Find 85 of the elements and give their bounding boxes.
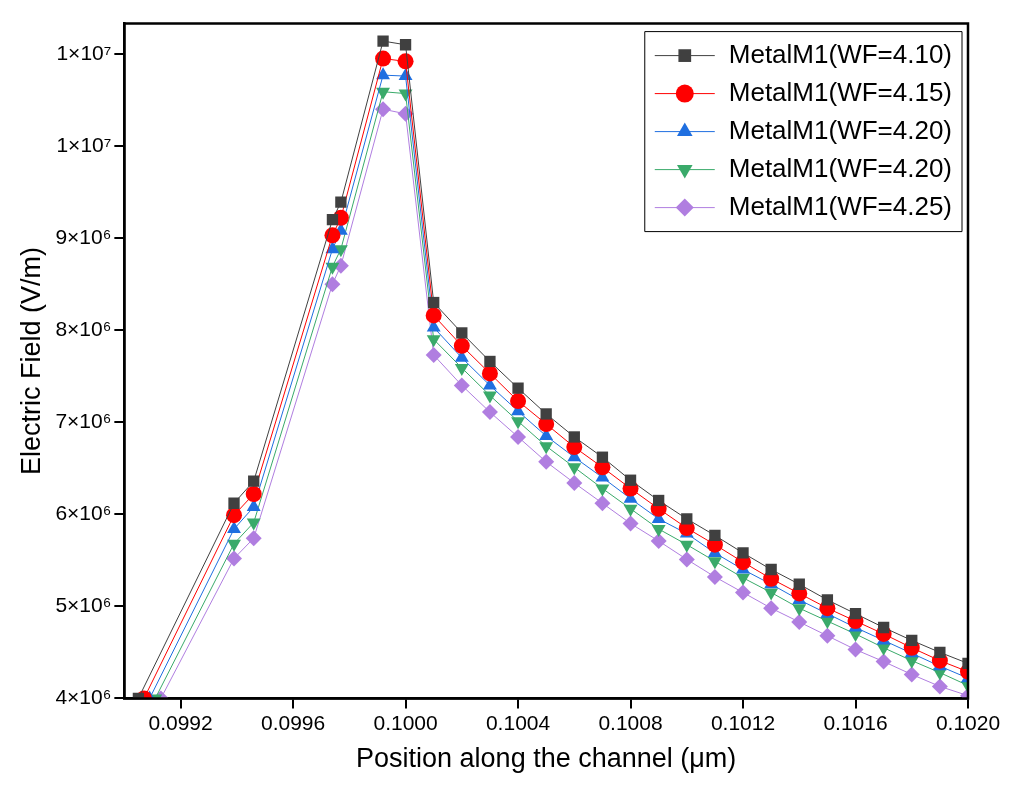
point xyxy=(428,296,440,309)
point xyxy=(737,547,749,559)
point xyxy=(735,584,752,601)
point xyxy=(454,363,469,376)
point xyxy=(679,540,694,553)
point xyxy=(484,355,496,368)
point xyxy=(736,573,750,586)
point xyxy=(653,494,665,507)
point xyxy=(375,101,392,118)
point xyxy=(791,613,808,630)
x-tick-label: 0.1016 xyxy=(823,710,888,734)
point xyxy=(594,495,611,512)
point xyxy=(425,347,442,364)
point xyxy=(706,568,723,585)
point xyxy=(678,551,695,568)
point xyxy=(650,532,667,549)
y-tick-label: 8×10⁶ xyxy=(55,316,112,340)
x-axis-title: Position along the channel (μm) xyxy=(356,743,737,774)
point xyxy=(226,550,243,567)
point xyxy=(568,431,580,443)
point xyxy=(876,643,891,656)
point xyxy=(227,521,241,534)
point xyxy=(425,307,442,324)
point xyxy=(765,563,777,576)
point xyxy=(821,594,834,606)
point xyxy=(325,262,340,275)
point xyxy=(245,486,262,503)
point xyxy=(228,497,240,509)
point xyxy=(456,327,468,339)
point xyxy=(566,474,583,491)
point xyxy=(847,641,864,658)
point xyxy=(481,404,498,421)
y-axis-title: Electric Field (V/m) xyxy=(15,246,46,476)
y-tick-label: 5×10⁶ xyxy=(55,593,112,617)
point xyxy=(512,382,524,394)
point xyxy=(849,608,862,620)
point xyxy=(326,214,339,226)
point xyxy=(481,365,498,382)
point xyxy=(622,515,639,532)
legend-label: MetalM1(WF=4.25) xyxy=(728,190,953,221)
point xyxy=(934,646,946,659)
point xyxy=(453,377,470,394)
x-tick-label: 0.1008 xyxy=(598,710,663,734)
point xyxy=(763,600,780,617)
point xyxy=(324,276,341,293)
legend-label: MetalM1(WF=4.20) xyxy=(728,114,953,145)
point xyxy=(335,196,347,208)
point xyxy=(227,539,241,552)
y-tick-label: 7×10⁶ xyxy=(55,409,112,433)
point xyxy=(399,39,412,51)
x-tick-label: 0.1000 xyxy=(373,710,438,734)
point xyxy=(906,634,918,647)
y-tick-label: 9×10⁶ xyxy=(55,224,112,248)
x-tick-label: 0.0996 xyxy=(260,710,326,734)
point xyxy=(245,530,262,547)
point xyxy=(903,666,920,683)
point xyxy=(819,627,836,644)
y-tick-label: 1×10⁷ xyxy=(56,132,112,156)
legend-label: MetalM1(WF=4.20) xyxy=(728,152,953,183)
legend-label: MetalM1(WF=4.15) xyxy=(728,76,953,107)
point xyxy=(538,453,555,470)
point xyxy=(793,578,805,590)
point xyxy=(596,451,609,463)
x-tick-label: 0.1020 xyxy=(935,710,1001,734)
x-tick-label: 0.1004 xyxy=(485,710,551,734)
point xyxy=(377,35,389,47)
legend-label: MetalM1(WF=4.10) xyxy=(728,38,953,69)
y-tick-label: 6×10⁶ xyxy=(55,501,112,525)
point xyxy=(877,621,890,634)
point xyxy=(875,653,892,670)
y-tick-label: 1×10⁷ xyxy=(56,40,112,64)
point xyxy=(510,428,527,445)
point xyxy=(709,529,721,542)
y-tick-label: 4×10⁶ xyxy=(55,685,112,709)
point xyxy=(453,337,470,354)
point xyxy=(624,474,637,486)
x-tick-label: 0.0992 xyxy=(148,710,213,734)
point xyxy=(248,475,260,487)
point xyxy=(510,393,527,410)
point xyxy=(540,408,552,420)
point xyxy=(375,50,392,67)
x-tick-label: 0.1012 xyxy=(710,710,776,734)
point xyxy=(623,504,638,517)
point xyxy=(931,678,948,695)
point xyxy=(681,513,693,525)
